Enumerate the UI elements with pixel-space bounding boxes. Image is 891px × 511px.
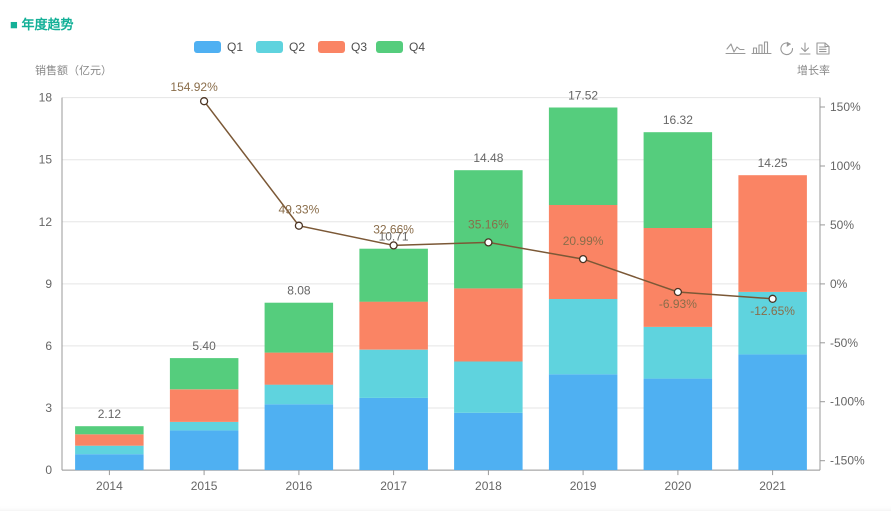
svg-text:18: 18 (39, 91, 53, 105)
svg-text:150%: 150% (830, 100, 861, 114)
svg-text:8.08: 8.08 (287, 284, 311, 298)
svg-text:32.66%: 32.66% (373, 222, 414, 236)
svg-text:154.92%: 154.92% (170, 80, 218, 94)
svg-text:17.52: 17.52 (568, 89, 598, 103)
svg-text:16.32: 16.32 (663, 113, 693, 127)
svg-text:2018: 2018 (475, 479, 502, 493)
svg-text:49.33%: 49.33% (279, 203, 320, 217)
svg-text:15: 15 (39, 153, 53, 167)
svg-text:2020: 2020 (665, 479, 692, 493)
svg-text:0: 0 (45, 463, 52, 477)
svg-text:0%: 0% (830, 277, 848, 291)
svg-text:14.48: 14.48 (473, 151, 503, 165)
svg-text:2017: 2017 (380, 479, 407, 493)
svg-text:50%: 50% (830, 218, 854, 232)
svg-text:-100%: -100% (830, 395, 865, 409)
svg-text:14.25: 14.25 (758, 156, 788, 170)
svg-text:-150%: -150% (830, 454, 865, 468)
svg-text:100%: 100% (830, 159, 861, 173)
svg-text:2016: 2016 (286, 479, 313, 493)
svg-text:2019: 2019 (570, 479, 597, 493)
svg-text:35.16%: 35.16% (468, 217, 509, 231)
svg-text:2021: 2021 (759, 479, 786, 493)
svg-text:6: 6 (45, 339, 52, 353)
svg-text:-12.65%: -12.65% (750, 304, 795, 318)
svg-text:12: 12 (39, 215, 53, 229)
svg-text:3: 3 (45, 401, 52, 415)
svg-text:-6.93%: -6.93% (659, 297, 697, 311)
svg-text:9: 9 (45, 277, 52, 291)
svg-text:5.40: 5.40 (192, 339, 216, 353)
svg-text:-50%: -50% (830, 336, 858, 350)
svg-text:2014: 2014 (96, 479, 123, 493)
svg-text:2015: 2015 (191, 479, 218, 493)
svg-text:20.99%: 20.99% (563, 234, 604, 248)
svg-text:2.12: 2.12 (98, 407, 122, 421)
